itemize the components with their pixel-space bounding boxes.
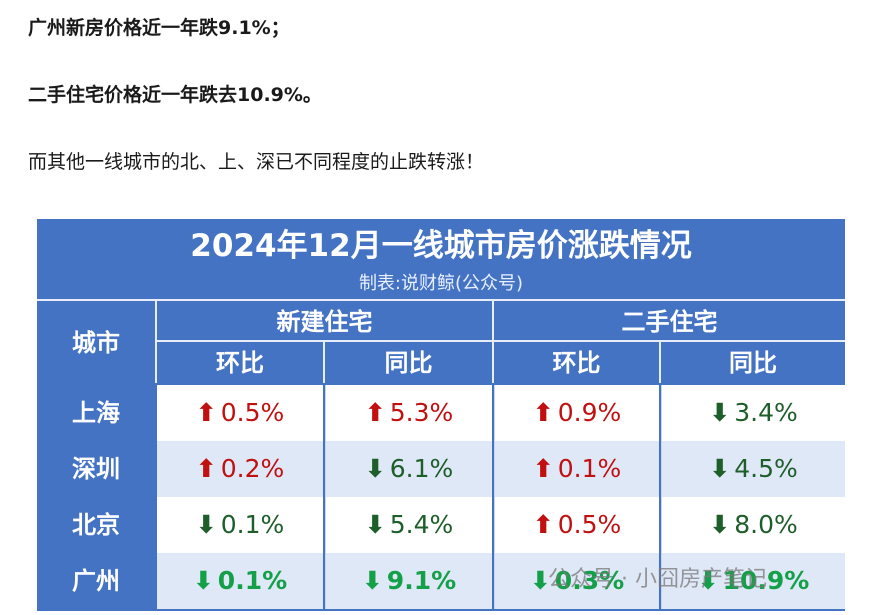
table-subtitle: 制表:说财鲸(公众号) bbox=[358, 273, 524, 294]
value-cell: ⬆ 0.9% bbox=[494, 385, 659, 441]
arrow-down-icon: ⬇ bbox=[709, 510, 731, 539]
arrow-down-icon: ⬇ bbox=[361, 566, 383, 595]
header-new-yoy: 同比 bbox=[384, 349, 433, 377]
watermark: 公众号 · 小囧房产笔记 bbox=[548, 567, 767, 592]
arrow-up-icon: ⬆ bbox=[532, 398, 554, 427]
change-value: 10.9% bbox=[722, 566, 810, 595]
value-cell: ⬇ 0.1% bbox=[157, 553, 323, 609]
value-cell: ⬆ 5.3% bbox=[325, 385, 492, 441]
header-divider bbox=[155, 301, 157, 383]
value-cell: ⬇ 4.5% bbox=[661, 441, 845, 497]
change-value: 5.3% bbox=[389, 398, 454, 427]
header-divider bbox=[157, 340, 845, 342]
change-value: 9.1% bbox=[386, 566, 457, 595]
table-row: 深圳 ⬆ 0.2% ⬇ 6.1% ⬆ 0.1% ⬇ 4.5% bbox=[37, 441, 845, 497]
paragraph-other-cities: 而其他一线城市的北、上、深已不同程度的止跌转涨！ bbox=[28, 151, 485, 173]
change-value: 0.5% bbox=[220, 398, 285, 427]
value-cell: ⬆ 0.5% bbox=[157, 385, 323, 441]
table-row: 北京 ⬇ 0.1% ⬇ 5.4% ⬆ 0.5% ⬇ 8.0% bbox=[37, 497, 845, 553]
arrow-up-icon: ⬆ bbox=[532, 454, 554, 483]
value-cell: ⬇ 9.1% bbox=[325, 553, 492, 609]
city-cell: 北京 bbox=[37, 497, 155, 553]
change-value: 0.5% bbox=[557, 510, 622, 539]
arrow-down-icon: ⬇ bbox=[709, 454, 731, 483]
header-second-hand: 二手住宅 bbox=[621, 308, 718, 336]
table-row: 广州 ⬇ 0.1% ⬇ 9.1% ⬇ 0.3% ⬇ 10.9% bbox=[37, 553, 845, 609]
change-value: 0.1% bbox=[217, 566, 288, 595]
change-value: 0.2% bbox=[220, 454, 285, 483]
value-cell: ⬇ 6.1% bbox=[325, 441, 492, 497]
table-row: 上海 ⬆ 0.5% ⬆ 5.3% ⬆ 0.9% ⬇ 3.4% bbox=[37, 385, 845, 441]
arrow-down-icon: ⬇ bbox=[192, 566, 214, 595]
value-cell: ⬇ 3.4% bbox=[661, 385, 845, 441]
arrow-down-icon: ⬇ bbox=[529, 566, 551, 595]
change-value: 4.5% bbox=[734, 454, 798, 483]
header-second-yoy: 同比 bbox=[729, 349, 777, 377]
header-city: 城市 bbox=[72, 329, 120, 357]
arrow-down-icon: ⬇ bbox=[364, 510, 386, 539]
header-divider bbox=[37, 299, 845, 301]
paragraph-guangzhou-new-home: 广州新房价格近一年跌9.1%； bbox=[28, 17, 290, 39]
value-cell: ⬇ 10.9% bbox=[661, 553, 845, 609]
table-title: 2024年12月一线城市房价涨跌情况 bbox=[190, 228, 692, 264]
change-value: 0.1% bbox=[557, 454, 622, 483]
city-cell: 上海 bbox=[37, 385, 155, 441]
change-value: 0.9% bbox=[557, 398, 622, 427]
table-banner: 2024年12月一线城市房价涨跌情况 制表:说财鲸(公众号) bbox=[37, 219, 845, 299]
arrow-down-icon: ⬇ bbox=[195, 510, 217, 539]
city-cell: 深圳 bbox=[37, 441, 155, 497]
arrow-up-icon: ⬆ bbox=[364, 398, 386, 427]
value-cell: ⬇ 0.3% bbox=[494, 553, 659, 609]
header-divider bbox=[659, 342, 661, 383]
arrow-down-icon: ⬇ bbox=[697, 566, 719, 595]
header-divider bbox=[323, 342, 325, 383]
change-value: 8.0% bbox=[734, 510, 798, 539]
change-value: 5.4% bbox=[389, 510, 454, 539]
city-cell: 广州 bbox=[37, 553, 155, 609]
paragraph-guangzhou-second-hand: 二手住宅价格近一年跌去10.9%。 bbox=[28, 84, 322, 106]
change-value: 0.1% bbox=[220, 510, 285, 539]
arrow-down-icon: ⬇ bbox=[364, 454, 386, 483]
change-value: 0.3% bbox=[554, 566, 625, 595]
value-cell: ⬆ 0.2% bbox=[157, 441, 323, 497]
value-cell: ⬇ 0.1% bbox=[157, 497, 323, 553]
header-divider bbox=[492, 301, 494, 383]
header-new-home: 新建住宅 bbox=[276, 308, 373, 336]
value-cell: ⬆ 0.1% bbox=[494, 441, 659, 497]
value-cell: ⬇ 5.4% bbox=[325, 497, 492, 553]
arrow-up-icon: ⬆ bbox=[532, 510, 554, 539]
change-value: 6.1% bbox=[389, 454, 454, 483]
arrow-up-icon: ⬆ bbox=[195, 398, 217, 427]
header-new-mom: 环比 bbox=[216, 349, 264, 377]
value-cell: ⬆ 0.5% bbox=[494, 497, 659, 553]
change-value: 3.4% bbox=[734, 398, 798, 427]
price-change-table: 2024年12月一线城市房价涨跌情况 制表:说财鲸(公众号) 城市 新建住宅 二… bbox=[37, 219, 845, 611]
arrow-up-icon: ⬆ bbox=[195, 454, 217, 483]
header-second-mom: 环比 bbox=[552, 349, 601, 377]
arrow-down-icon: ⬇ bbox=[709, 398, 731, 427]
value-cell: ⬇ 8.0% bbox=[661, 497, 845, 553]
